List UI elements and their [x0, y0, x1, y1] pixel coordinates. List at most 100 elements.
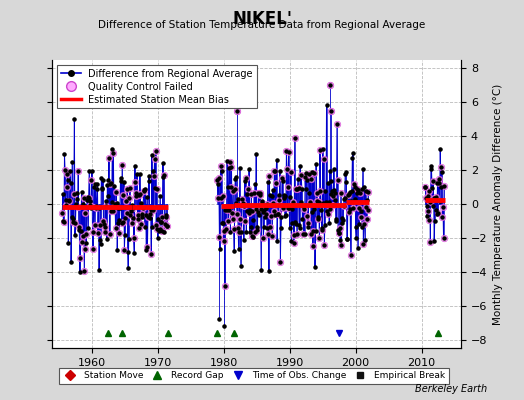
Point: [61, 166, 69, 173]
Point: [277, 214, 286, 220]
Point: [215, 234, 224, 240]
Point: [271, 167, 279, 174]
Point: [148, 152, 156, 158]
Point: [136, 171, 144, 177]
Point: [260, 224, 268, 230]
Point: [437, 164, 445, 170]
Point: [67, 258, 75, 265]
Point: [312, 190, 321, 196]
Point: [82, 230, 90, 237]
Point: [350, 205, 358, 211]
Point: [99, 177, 107, 184]
Point: [241, 178, 249, 184]
Point: [439, 204, 447, 210]
Point: [67, 180, 75, 186]
Point: [424, 188, 433, 194]
Point: [85, 202, 94, 209]
Point: [293, 231, 301, 238]
Point: [326, 82, 334, 89]
Point: [126, 185, 134, 192]
Point: [331, 197, 340, 203]
Point: [362, 204, 370, 210]
Point: [248, 232, 256, 239]
Point: [238, 196, 246, 202]
Point: [280, 194, 288, 201]
Point: [305, 170, 313, 177]
Point: [90, 184, 99, 190]
Point: [424, 208, 432, 214]
Point: [123, 186, 132, 192]
Point: [284, 184, 292, 190]
Point: [114, 220, 122, 226]
Point: [115, 229, 123, 236]
Point: [426, 239, 434, 246]
Point: [89, 229, 97, 236]
Point: [276, 259, 285, 266]
Point: [134, 212, 143, 218]
Point: [103, 182, 112, 188]
Point: [337, 242, 345, 248]
Point: [358, 166, 367, 172]
Point: [289, 199, 297, 206]
Point: [146, 210, 154, 217]
Point: [92, 204, 100, 211]
Point: [63, 170, 71, 177]
Point: [99, 218, 107, 224]
Point: [221, 207, 230, 214]
Point: [101, 229, 109, 236]
Point: [432, 194, 440, 200]
Point: [80, 195, 88, 202]
Point: [140, 188, 148, 194]
Point: [80, 268, 89, 274]
Point: [144, 178, 152, 184]
Point: [274, 210, 282, 217]
Point: [322, 199, 330, 205]
Point: [302, 170, 310, 176]
Point: [313, 198, 321, 204]
Point: [344, 191, 353, 197]
Point: [282, 148, 291, 154]
Point: [422, 195, 430, 201]
Point: [237, 229, 246, 235]
Point: [120, 247, 128, 253]
Point: [102, 203, 111, 209]
Point: [297, 199, 305, 206]
Point: [108, 207, 117, 214]
Point: [266, 224, 274, 230]
Point: [112, 224, 120, 231]
Point: [216, 163, 225, 169]
Point: [220, 228, 228, 234]
Point: [361, 236, 369, 243]
Point: [427, 166, 435, 172]
Point: [258, 200, 266, 206]
Point: [128, 220, 136, 226]
Point: [131, 179, 139, 186]
Point: [275, 197, 283, 203]
Point: [215, 175, 223, 181]
Point: [69, 219, 78, 225]
Point: [150, 173, 158, 179]
Point: [232, 174, 240, 180]
Point: [264, 231, 272, 237]
Point: [430, 195, 438, 201]
Point: [326, 82, 334, 89]
Point: [79, 233, 88, 240]
Point: [69, 216, 77, 222]
Point: [331, 190, 339, 196]
Point: [355, 204, 364, 211]
Point: [355, 204, 364, 211]
Point: [423, 212, 431, 219]
Point: [265, 173, 274, 179]
Point: [438, 213, 446, 220]
Point: [141, 212, 150, 218]
Point: [160, 229, 169, 235]
Point: [116, 174, 125, 181]
Point: [320, 242, 329, 248]
Point: [310, 206, 319, 212]
Point: [289, 199, 297, 206]
Point: [285, 148, 293, 155]
Point: [158, 214, 166, 220]
Point: [328, 178, 336, 184]
Point: [90, 204, 98, 210]
Point: [226, 159, 234, 165]
